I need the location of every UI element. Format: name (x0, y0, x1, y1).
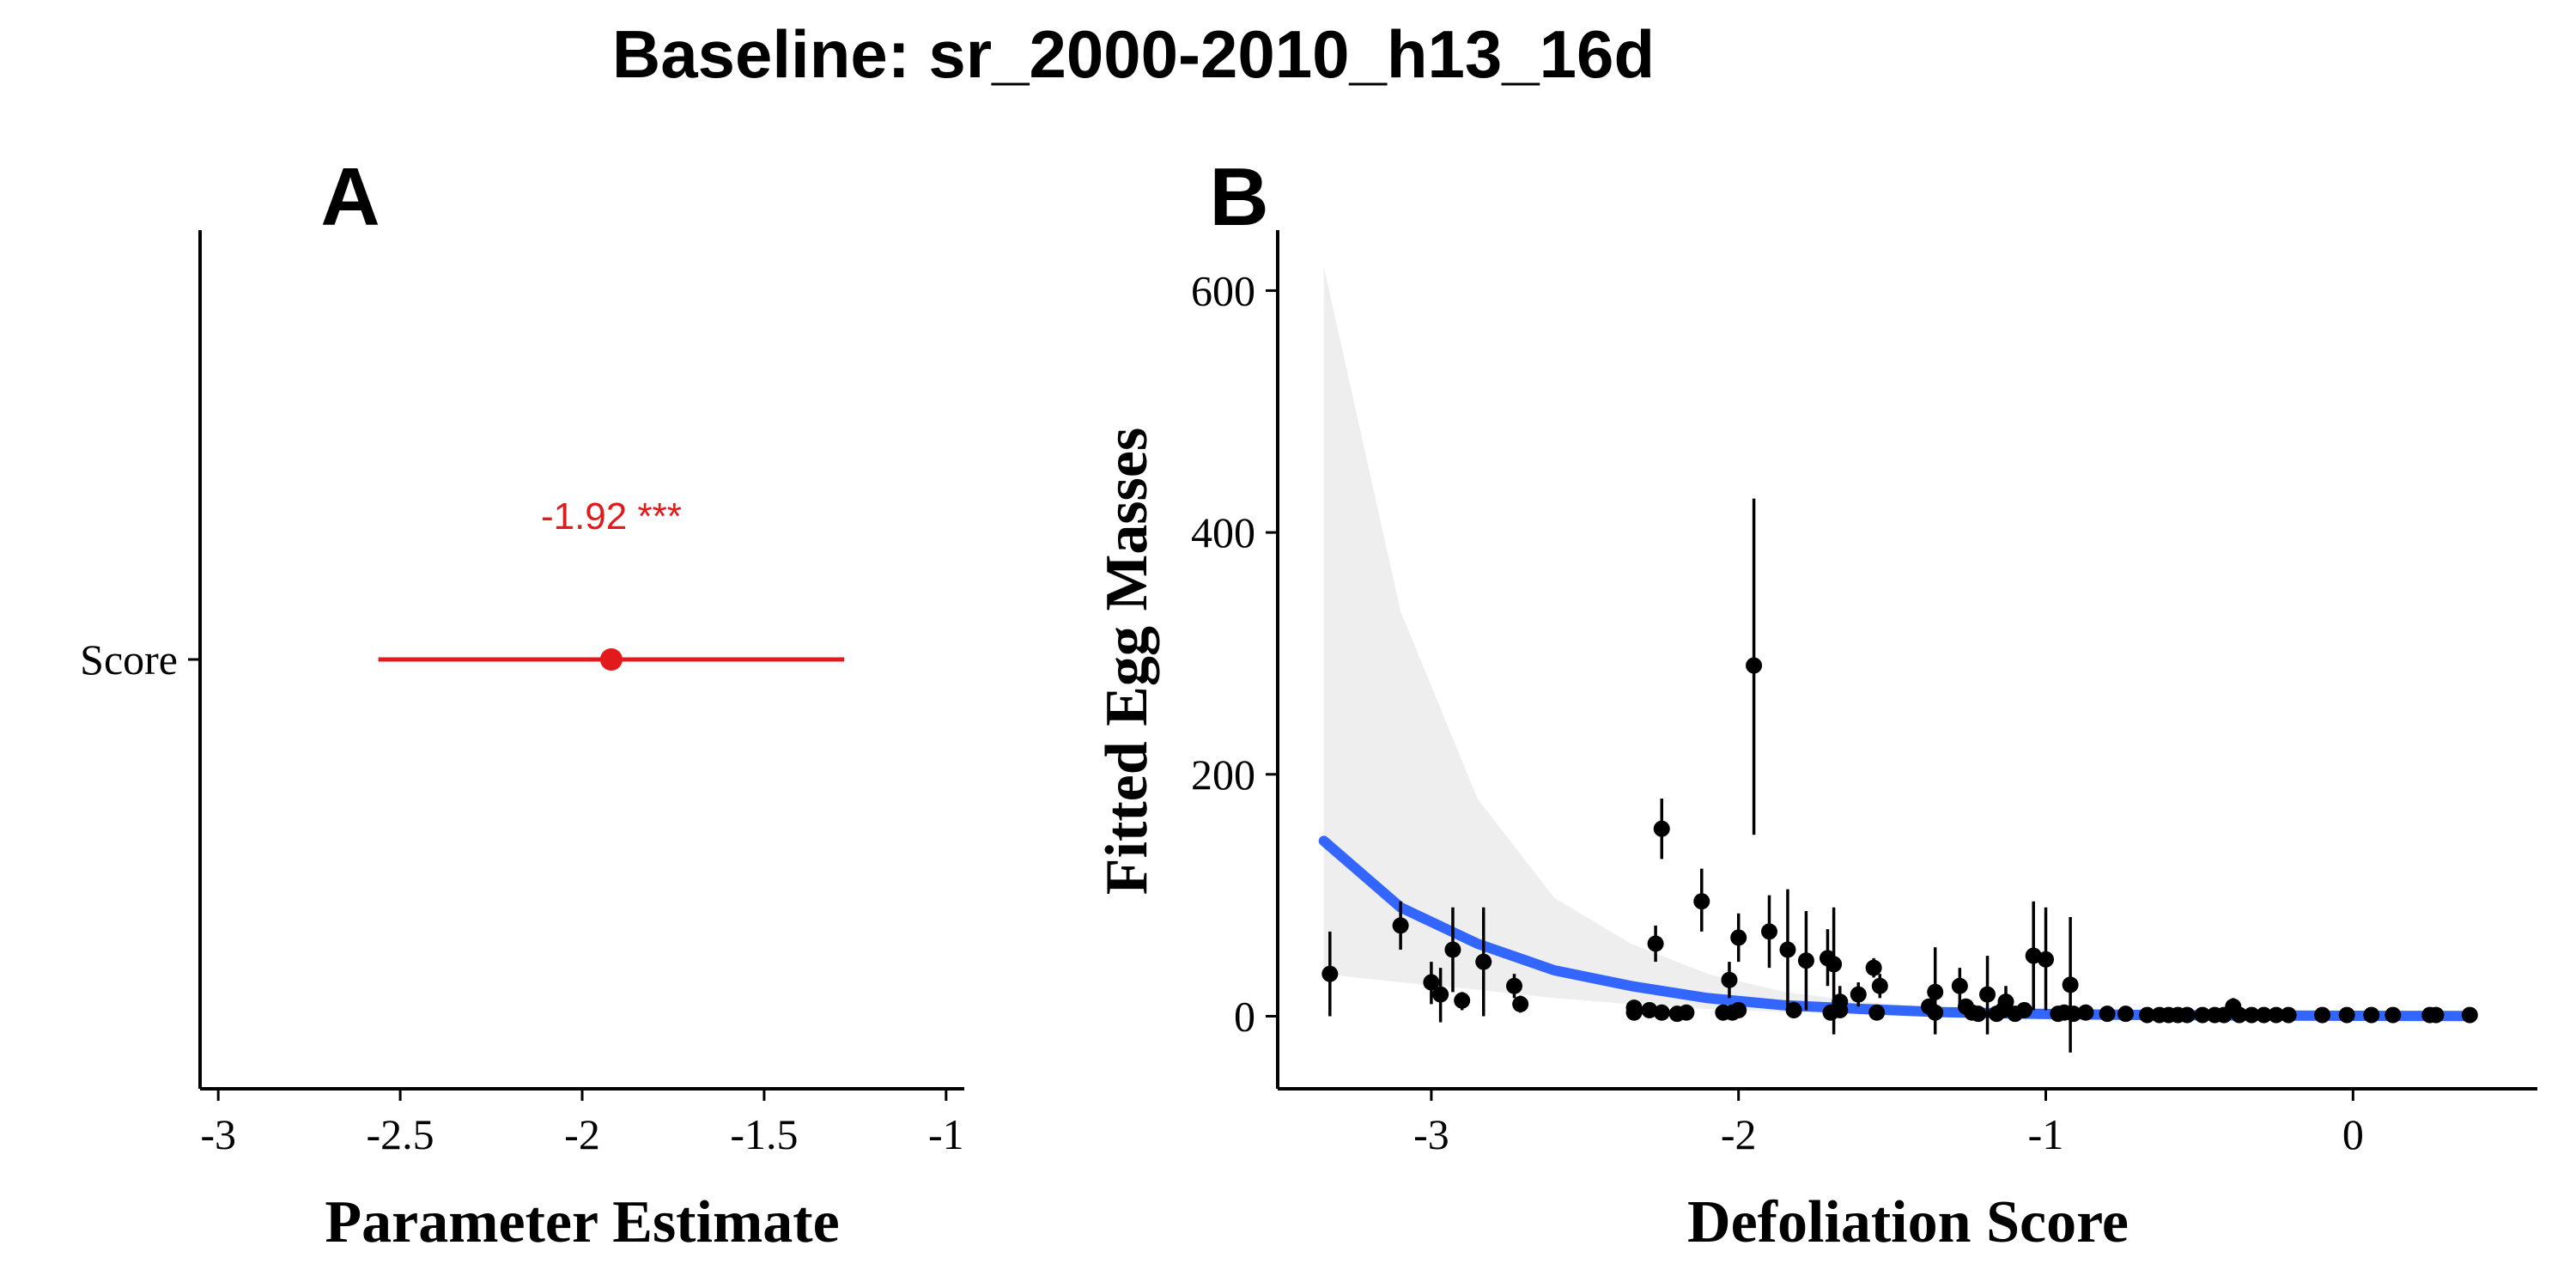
panel-b-data-point (1432, 986, 1449, 1003)
panel-b-data-point (1951, 977, 1968, 994)
panel-b-y-ticks: 0 200 400 600 (1191, 266, 1278, 1040)
panel-b-scatter-plot: B 0 200 400 600 -3 -2 -1 0 Fitted Egg Masses D… (1094, 151, 2537, 1255)
panel-b-data-point (2243, 1006, 2260, 1024)
panel-a-tag: A (320, 151, 380, 243)
panel-b-data-point (2025, 947, 2042, 964)
panel-b-data-point (2117, 1005, 2135, 1023)
panel-b-data-point (2363, 1006, 2380, 1024)
panel-b-data-point (1927, 1004, 1944, 1021)
panel-a-x-axis-title: Parameter Estimate (325, 1189, 839, 1255)
panel-b-data-point (2314, 1006, 2331, 1024)
panel-b-data-point (1979, 986, 1996, 1003)
panel-b-data-point (1321, 965, 1339, 982)
panel-b-confidence-ribbon (1323, 266, 2470, 1017)
panel-b-y-axis-title: Fitted Egg Masses (1094, 428, 1160, 895)
panel-a-x-tick-label: -3 (200, 1110, 236, 1158)
panel-b-data-point (2427, 1006, 2445, 1024)
panel-a-x-ticks: -3 -2.5 -2 -1.5 -1 (200, 1089, 964, 1158)
panel-b-data-point (1653, 820, 1670, 837)
panel-b-tag: B (1209, 151, 1268, 243)
panel-b-data-point (1970, 1005, 1987, 1023)
panel-b-data-point (1871, 977, 1888, 994)
panel-b-data-point (2385, 1006, 2402, 1024)
panel-b-data-point (2065, 1005, 2082, 1023)
panel-b-data-point (2099, 1005, 2116, 1023)
panel-b-data-point (1423, 974, 1440, 991)
panel-b-data-point (2268, 1006, 2285, 1024)
panel-b-data-point (1475, 953, 1492, 970)
panel-b-data-point (1444, 941, 1461, 958)
panel-b-data-point (1625, 1004, 1643, 1021)
panel-a-marks: -1.92 *** (378, 495, 845, 671)
panel-b-data-point (2062, 976, 2079, 993)
panel-b-data-point (1454, 992, 1471, 1009)
panel-a-y-tick-label: Score (80, 635, 178, 683)
panel-b-data-point (2280, 1006, 2297, 1024)
panel-b-data-point (1721, 971, 1738, 988)
panel-b-y-tick-label: 600 (1191, 266, 1255, 314)
panel-b-data-point (1647, 935, 1664, 952)
panel-b-data-point (1826, 956, 1843, 973)
panel-b-data-point (2139, 1006, 2156, 1024)
panel-b-x-axis-title: Defoliation Score (1687, 1189, 2129, 1255)
panel-b-x-tick-label: -3 (1413, 1110, 1449, 1158)
panel-a-x-tick-label: -2 (564, 1110, 600, 1158)
panel-b-x-tick-label: -2 (1721, 1110, 1757, 1158)
panel-b-data-point (1506, 977, 1523, 994)
panel-a-estimate-point (599, 648, 623, 671)
panel-b-data-point (1730, 929, 1747, 946)
panel-b-data-point (2194, 1006, 2211, 1024)
figure-title: Baseline: sr_2000-2010_h13_16d (612, 16, 1655, 92)
panel-b-data-point (2338, 1006, 2355, 1024)
panel-a-estimate-label: -1.92 *** (541, 495, 682, 538)
panel-b-data-point (1641, 1001, 1658, 1018)
panel-b-x-tick-label: 0 (2342, 1110, 2364, 1158)
panel-b-data-point (1797, 952, 1814, 969)
panel-b-data-point (1512, 995, 1529, 1012)
panel-b-data-point (1865, 959, 1882, 976)
panel-b-data-point (2231, 1006, 2248, 1024)
panel-b-data-point (2256, 1006, 2273, 1024)
panel-b-fit-ribbon (1323, 266, 2470, 1017)
panel-a-y-ticks: Score (80, 635, 200, 683)
panel-a-x-tick-label: -2.5 (367, 1110, 434, 1158)
panel-b-data-point (2178, 1006, 2196, 1024)
panel-b-x-ticks: -3 -2 -1 0 (1413, 1089, 2364, 1158)
panel-b-data-point (1760, 923, 1777, 940)
panel-a-x-tick-label: -1.5 (730, 1110, 798, 1158)
panel-b-data-point (1850, 986, 1867, 1003)
panel-b-data-point (2038, 951, 2055, 968)
panel-b-data-point (1653, 1004, 1670, 1021)
panel-b-data-point (1746, 657, 1763, 674)
panel-b-data-point (1678, 1004, 1695, 1021)
panel-b-data-point (1730, 1001, 1747, 1018)
panel-a-forest-plot: A Score -3 -2.5 -2 -1.5 -1 -1.92 *** Paramet… (80, 151, 964, 1255)
panel-a-x-tick-label: -1 (928, 1110, 964, 1158)
panel-b-data-point (1779, 941, 1796, 958)
panel-b-data-point (1392, 917, 1409, 934)
panel-b-data-point (1832, 1001, 1849, 1018)
panel-b-y-tick-label: 400 (1191, 508, 1255, 556)
panel-b-x-tick-label: -1 (2028, 1110, 2064, 1158)
panel-b-data-point (1785, 1001, 1802, 1018)
panel-b-y-tick-label: 200 (1191, 750, 1255, 799)
panel-b-data-point (2015, 1001, 2032, 1018)
panel-b-data-point (1693, 893, 1710, 910)
panel-b-data-point (2077, 1004, 2094, 1021)
panel-b-data-point (2461, 1006, 2478, 1024)
panel-b-data-point (1997, 993, 2014, 1011)
panel-b-points (1321, 498, 2478, 1053)
panel-b-data-point (1927, 983, 1944, 1000)
panel-b-y-tick-label: 0 (1234, 992, 1255, 1040)
panel-b-data-point (1868, 1004, 1886, 1021)
